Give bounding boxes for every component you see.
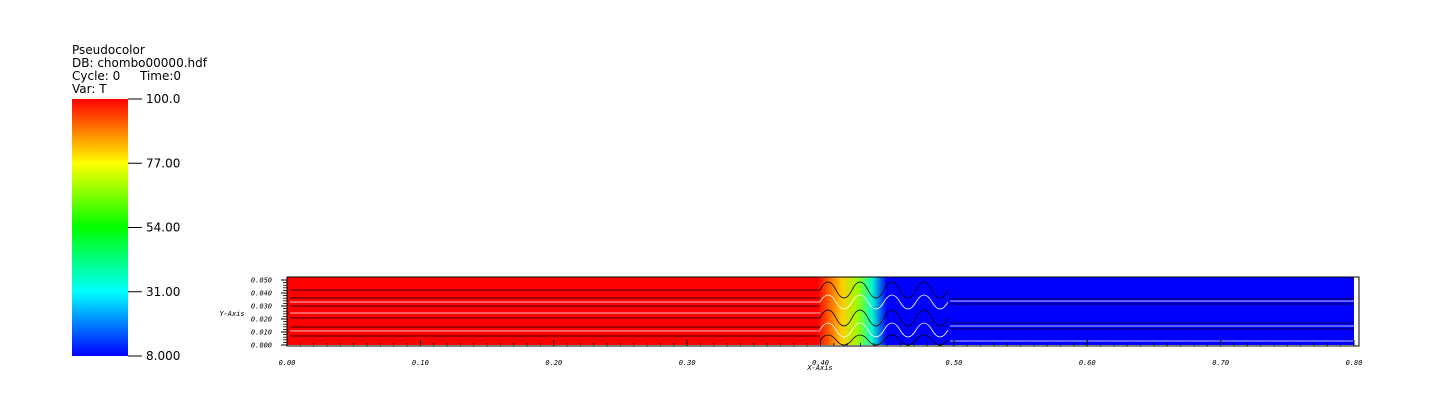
colorbar-label: 31.00 (146, 285, 180, 299)
cycle: Cycle: 0 (72, 69, 120, 83)
x-axis-title: X-Axis (806, 364, 832, 372)
x-tick-label: 0.50 (945, 359, 962, 367)
x-tick-label: 0.70 (1212, 359, 1229, 367)
time: Time:0 (139, 69, 181, 83)
y-tick-label: 0.050 (251, 277, 272, 285)
field-fill (287, 277, 1354, 345)
field (286, 276, 1360, 347)
colorbar-label: 100.0 (146, 92, 180, 106)
x-tick-label: 0.10 (412, 359, 429, 367)
contours (290, 281, 1354, 346)
y-tick-label: 0.020 (251, 316, 272, 324)
colorbar-label: 8.000 (146, 349, 180, 363)
contours-light (290, 294, 1354, 342)
x-tick-label: 0.40 (812, 359, 829, 367)
x-tick-label: 0.30 (679, 359, 696, 367)
colorbar-label: 77.00 (146, 156, 180, 170)
y-tick-label: 0.030 (251, 303, 272, 311)
y-tick-label: 0.000 (251, 342, 272, 350)
y-tick-label: 0.010 (251, 329, 272, 337)
y-tick-label: 0.040 (251, 290, 272, 298)
y-axis-title: Y-Axis (219, 310, 244, 318)
colorbar (72, 99, 128, 356)
x-tick-label: 0.00 (279, 359, 296, 367)
database: DB: chombo00000.hdf (72, 56, 208, 70)
colorbar-label: 54.00 (146, 221, 180, 235)
x-tick-label: 0.60 (1079, 359, 1096, 367)
plot-name: Pseudocolor (72, 43, 145, 57)
variable: Var: T (72, 82, 107, 96)
x-tick-label: 0.20 (545, 359, 562, 367)
x-tick-label: 0.80 (1346, 359, 1363, 367)
